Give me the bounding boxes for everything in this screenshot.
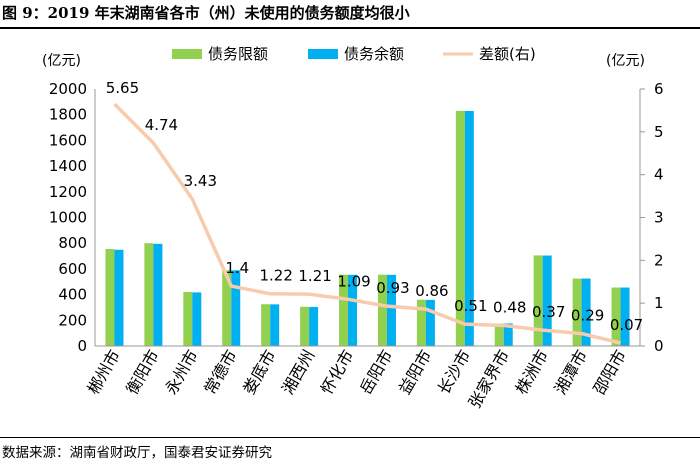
right-tick-label: 5	[654, 123, 664, 141]
bar-debt-limit	[222, 270, 232, 346]
bar-debt-balance	[231, 270, 241, 346]
difference-data-label: 1.22	[259, 267, 292, 285]
figure-title: 图 9：2019 年末湖南省各市（州）未使用的债务额度均很小	[2, 4, 410, 22]
bar-debt-balance	[309, 306, 319, 346]
bar-debt-limit	[611, 287, 621, 346]
bar-debt-limit	[144, 243, 154, 346]
bar-debt-limit	[339, 274, 349, 346]
left-tick-label: 1800	[49, 106, 87, 124]
bar-debt-limit	[572, 278, 582, 346]
right-tick-label: 6	[654, 80, 664, 98]
bar-debt-limit	[261, 304, 271, 346]
right-tick-label: 2	[654, 251, 664, 269]
legend-debt-limit-label: 债务限额	[208, 45, 268, 63]
difference-data-label: 1.21	[298, 267, 331, 285]
category-label: 湘西州	[278, 347, 318, 398]
difference-data-label: 0.48	[493, 298, 526, 316]
difference-data-label: 0.86	[415, 282, 448, 300]
left-tick-label: 800	[58, 234, 87, 252]
category-label: 郴州市	[83, 347, 123, 398]
difference-data-label: 0.29	[571, 307, 604, 325]
legend-debt-balance-label: 债务余额	[344, 45, 404, 63]
left-tick-label: 600	[58, 260, 87, 278]
category-label: 邵阳市	[590, 347, 630, 398]
bar-debt-limit	[300, 306, 310, 346]
bar-debt-limit	[455, 110, 465, 346]
left-tick-label: 200	[58, 311, 87, 329]
category-label: 岳阳市	[356, 347, 396, 398]
legend-debt-balance-swatch	[308, 49, 338, 59]
difference-data-label: 1.09	[337, 272, 370, 290]
difference-data-label: 1.4	[225, 259, 249, 277]
bar-debt-balance	[192, 292, 202, 346]
right-axis-label: (亿元)	[606, 53, 645, 69]
left-tick-label: 0	[77, 337, 87, 355]
right-tick-label: 4	[654, 166, 664, 184]
title-rule	[0, 27, 700, 29]
bar-debt-balance	[348, 274, 358, 346]
left-tick-label: 400	[58, 286, 87, 304]
left-tick-label: 1200	[49, 183, 87, 201]
bar-debt-balance	[114, 249, 124, 346]
source-note: 数据来源：湖南省财政厅，国泰君安证券研究	[2, 445, 272, 461]
category-label: 衡阳市	[122, 347, 162, 398]
difference-data-label: 0.07	[610, 316, 643, 334]
chart: 0 200 400 600 800 1000 1200 1400 1600 1800 2000 0 1 2…	[42, 45, 664, 411]
difference-data-label: 3.43	[184, 172, 217, 190]
bar-debt-limit	[533, 255, 543, 346]
bar-debt-balance	[386, 274, 396, 346]
bar-debt-limit	[494, 323, 504, 346]
bar-debt-limit	[416, 299, 426, 346]
legend-difference-label: 差额(右)	[479, 45, 536, 63]
difference-data-label: 0.51	[454, 297, 487, 315]
bar-debt-balance	[503, 323, 513, 346]
source-rule	[0, 437, 700, 438]
bar-debt-limit	[377, 274, 387, 346]
left-tick-label: 1000	[49, 209, 87, 227]
left-axis-label: (亿元)	[42, 53, 81, 69]
bar-debt-balance	[425, 299, 435, 346]
left-tick-label: 1400	[49, 157, 87, 175]
category-label: 长沙市	[434, 347, 474, 398]
category-label: 怀化市	[317, 347, 357, 398]
right-tick-label: 3	[654, 209, 664, 227]
bar-debt-balance	[153, 243, 163, 346]
category-label: 湘潭市	[551, 347, 591, 398]
left-tick-label: 2000	[49, 80, 87, 98]
legend-difference-swatch	[443, 52, 473, 56]
difference-data-label: 0.93	[376, 279, 409, 297]
category-label: 永州市	[161, 347, 201, 398]
bar-debt-limit	[183, 292, 193, 346]
difference-line	[113, 102, 621, 345]
category-label: 益阳市	[395, 347, 435, 398]
bar-debt-balance	[581, 278, 591, 346]
right-tick-label: 1	[654, 294, 664, 312]
bar-debt-balance	[542, 255, 552, 346]
bar-debt-limit	[105, 248, 115, 346]
legend-debt-limit-swatch	[172, 49, 202, 59]
category-label: 株洲市	[512, 347, 552, 398]
bar-debt-balance	[270, 304, 280, 346]
difference-data-label: 4.74	[145, 116, 178, 134]
bar-debt-balance	[620, 287, 630, 346]
category-label: 常德市	[200, 347, 240, 398]
difference-data-label: 0.37	[532, 303, 565, 321]
difference-data-label: 5.65	[106, 79, 139, 97]
left-tick-label: 1600	[49, 131, 87, 149]
category-label: 娄底市	[239, 347, 279, 398]
bar-debt-balance	[464, 110, 474, 346]
right-tick-label: 0	[654, 337, 664, 355]
